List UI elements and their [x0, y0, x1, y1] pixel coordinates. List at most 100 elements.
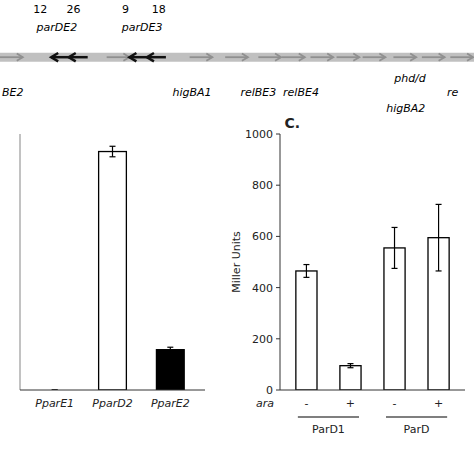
error-cap — [167, 347, 173, 348]
schematic-label: relBE4 — [283, 86, 319, 99]
error-cap — [303, 277, 309, 278]
x-tick-label: PparE1 — [35, 397, 74, 410]
error-cap — [392, 227, 398, 228]
schematic-label: 18 — [152, 3, 166, 16]
schematic-arrow-head — [206, 54, 212, 61]
error-stem — [170, 347, 171, 352]
schematic-arrow-head — [51, 53, 58, 61]
schematic-label: phd/d — [393, 72, 427, 85]
error-bar — [392, 227, 398, 268]
x-axis — [20, 390, 205, 391]
figure: PparE1PparD2PparE202004006008001000-+-+a… — [0, 0, 474, 474]
schematic-arrow — [107, 56, 130, 58]
schematic-arrow-head — [327, 54, 333, 61]
error-cap — [436, 204, 442, 205]
schematic-label: parDE2 — [36, 21, 78, 34]
schematic-arrow-head — [467, 54, 473, 61]
error-stem — [438, 204, 439, 271]
error-cap — [392, 268, 398, 269]
y-axis — [20, 134, 21, 390]
bar-chart: PparE1 PparD2 PparE2 — [20, 134, 205, 410]
schematic-label: parDE3 — [121, 21, 163, 34]
error-cap — [110, 156, 116, 157]
y-tick — [276, 134, 280, 135]
y-axis-label: Miller Units — [230, 231, 243, 293]
error-stem — [394, 227, 395, 268]
schematic-arrow-head — [242, 54, 248, 61]
error-stem — [350, 364, 351, 368]
schematic-arrow — [258, 56, 281, 58]
y-tick-label: 1000 — [245, 128, 273, 141]
schematic-label: relBE3 — [240, 86, 276, 99]
y-tick-label: 400 — [252, 282, 273, 295]
x-tick-label: - — [393, 397, 397, 410]
schematic-arrow — [393, 56, 416, 58]
group-label: ParD — [404, 423, 430, 436]
bar — [156, 350, 184, 390]
y-tick-label: 800 — [252, 179, 273, 192]
panel-label: C. — [284, 115, 300, 131]
error-bar — [436, 204, 442, 271]
schematic-arrow — [363, 56, 386, 58]
schematic-label: higBA1 — [172, 86, 211, 99]
error-bar — [303, 265, 309, 278]
schematic-arrow — [310, 56, 333, 58]
schematic-arrow — [337, 56, 360, 58]
schematic-arrow-head — [275, 54, 281, 61]
schematic-arrow-head — [353, 54, 359, 61]
y-axis — [280, 134, 281, 390]
schematic-arrow-head — [439, 54, 445, 61]
error-cap — [110, 146, 116, 147]
group-bracket — [298, 416, 359, 417]
plot-area — [296, 204, 449, 390]
y-tick-label: 600 — [252, 230, 273, 243]
schematic-arrow — [422, 56, 445, 58]
schematic-arrow-head — [129, 53, 136, 61]
error-bar — [347, 364, 353, 368]
schematic-label: 12 — [33, 3, 47, 16]
y-tick — [276, 390, 280, 391]
bar — [296, 271, 317, 390]
error-stem — [306, 265, 307, 278]
schematic-arrow-head — [17, 54, 23, 61]
schematic-label: 26 — [66, 3, 80, 16]
schematic-arrow-head — [379, 54, 385, 61]
schematic-label: higBA2 — [386, 102, 425, 115]
y-tick-label: 200 — [252, 333, 273, 346]
bar-chart: 02004006008001000-+-+araParD1ParDMiller … — [230, 115, 465, 436]
schematic-arrow-head — [299, 54, 305, 61]
schematic-arrow — [450, 56, 473, 58]
error-cap — [167, 352, 173, 353]
schematic-arrow-head — [410, 54, 416, 61]
schematic-arrow — [225, 56, 248, 58]
group-label: ParD1 — [312, 423, 345, 436]
schematic-label: re — [447, 86, 459, 99]
x-axis — [280, 390, 465, 391]
background — [0, 0, 474, 474]
error-bar — [167, 347, 173, 352]
y-tick — [276, 338, 280, 339]
y-tick — [276, 287, 280, 288]
schematic-arrow — [0, 56, 23, 58]
schematic-label: 9 — [122, 3, 129, 16]
x-tick-label: + — [434, 397, 443, 410]
x-axis-label: ara — [256, 397, 274, 410]
bar — [340, 366, 361, 390]
x-tick-label: PparD2 — [92, 397, 132, 410]
group-bracket — [386, 416, 447, 417]
error-cap — [303, 264, 309, 265]
schematic: 1226918parDE2parDE3BE2higBA1relBE3relBE4… — [0, 3, 474, 115]
schematic-arrow — [282, 56, 305, 58]
y-tick — [276, 236, 280, 237]
x-tick-label: - — [304, 397, 308, 410]
plot-area — [52, 146, 185, 390]
x-tick-label: + — [346, 397, 355, 410]
error-bar — [110, 146, 116, 157]
schematic-arrow — [190, 56, 213, 58]
x-tick-label: PparE2 — [151, 397, 190, 410]
y-tick — [276, 185, 280, 186]
error-cap — [436, 270, 442, 271]
bar — [384, 248, 405, 390]
error-stem — [112, 146, 113, 157]
bar — [99, 152, 127, 390]
